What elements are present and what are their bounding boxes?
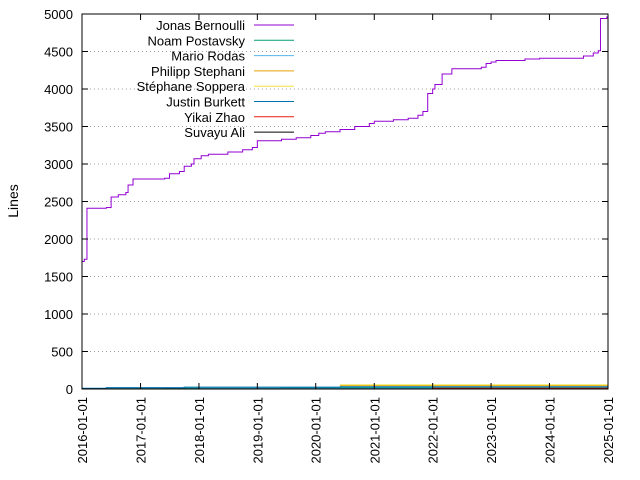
x-tick-label: 2016-01-01 <box>75 397 90 464</box>
x-tick-label: 2018-01-01 <box>192 397 207 464</box>
series-line-justin-burkett <box>82 386 608 389</box>
x-tick-label: 2022-01-01 <box>426 397 441 464</box>
legend-label: Stéphane Soppera <box>137 79 246 94</box>
y-tick-label: 1000 <box>44 307 73 322</box>
y-axis-ticks: 0 500 1000 1500 2000 2500 3000 3500 4000 4500 5000 <box>44 7 608 397</box>
legend-label: Jonas Bernoulli <box>156 18 245 33</box>
x-tick-label: 2025-01-01 <box>601 397 616 464</box>
y-axis-title: Lines <box>5 184 21 217</box>
y-tick-label: 2500 <box>44 195 73 210</box>
series-line-jonas-bernoulli <box>82 16 608 262</box>
gridlines <box>82 51 608 352</box>
y-tick-label: 5000 <box>44 7 73 22</box>
y-tick-label: 3000 <box>44 157 73 172</box>
legend-label: Mario Rodas <box>171 49 245 64</box>
x-tick-label: 2024-01-01 <box>542 397 557 464</box>
x-tick-label: 2017-01-01 <box>134 397 149 464</box>
legend-label: Philipp Stephani <box>151 64 245 79</box>
legend-label: Suvayu Ali <box>184 125 245 140</box>
x-tick-label: 2019-01-01 <box>250 397 265 464</box>
legend-label: Yikai Zhao <box>184 110 245 125</box>
y-tick-label: 0 <box>66 382 73 397</box>
legend-label: Noam Postavsky <box>147 33 245 48</box>
x-tick-label: 2023-01-01 <box>484 397 499 464</box>
y-tick-label: 3500 <box>44 120 73 135</box>
y-tick-label: 2000 <box>44 232 73 247</box>
x-axis-ticks: 2016-01-01 2017-01-01 2018-01-01 2019-01-01… <box>75 14 616 464</box>
legend-label: Justin Burkett <box>166 95 245 110</box>
y-tick-label: 500 <box>51 345 73 360</box>
x-tick-label: 2021-01-01 <box>367 397 382 464</box>
y-tick-label: 4000 <box>44 82 73 97</box>
y-tick-label: 4500 <box>44 45 73 60</box>
x-tick-label: 2020-01-01 <box>309 397 324 464</box>
y-tick-label: 1500 <box>44 270 73 285</box>
